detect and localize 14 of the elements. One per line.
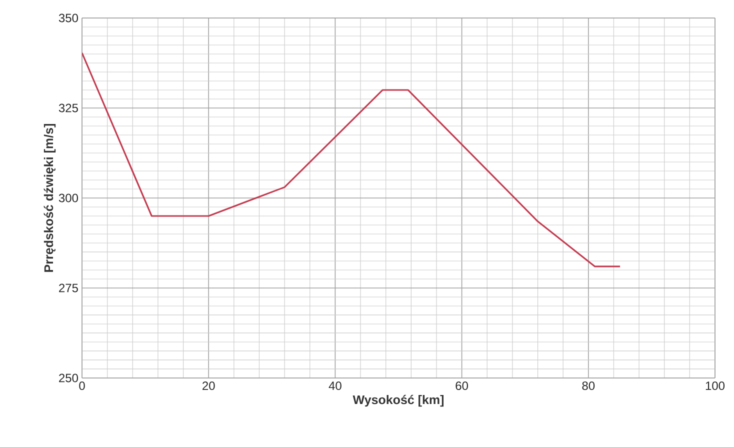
- y-tick-label: 350: [58, 14, 78, 22]
- y-tick-label: 250: [59, 374, 78, 382]
- x-tick-label: 60: [456, 382, 468, 390]
- x-tick-label: 80: [582, 382, 595, 390]
- x-tick-label: 20: [202, 382, 215, 390]
- y-tick-label: 275: [59, 284, 78, 292]
- line-series: [82, 52, 621, 268]
- x-tick-label: 0: [79, 382, 85, 390]
- x-tick-label: 40: [328, 382, 342, 390]
- y-tick-label: 325: [58, 104, 78, 112]
- x-tick-label: 100: [706, 382, 725, 390]
- y-tick-label: 300: [58, 194, 78, 202]
- y-axis-title: Prrędskość dźwięki [m/s]: [44, 124, 56, 272]
- x-axis-title: Wysokość [km]: [352, 394, 444, 407]
